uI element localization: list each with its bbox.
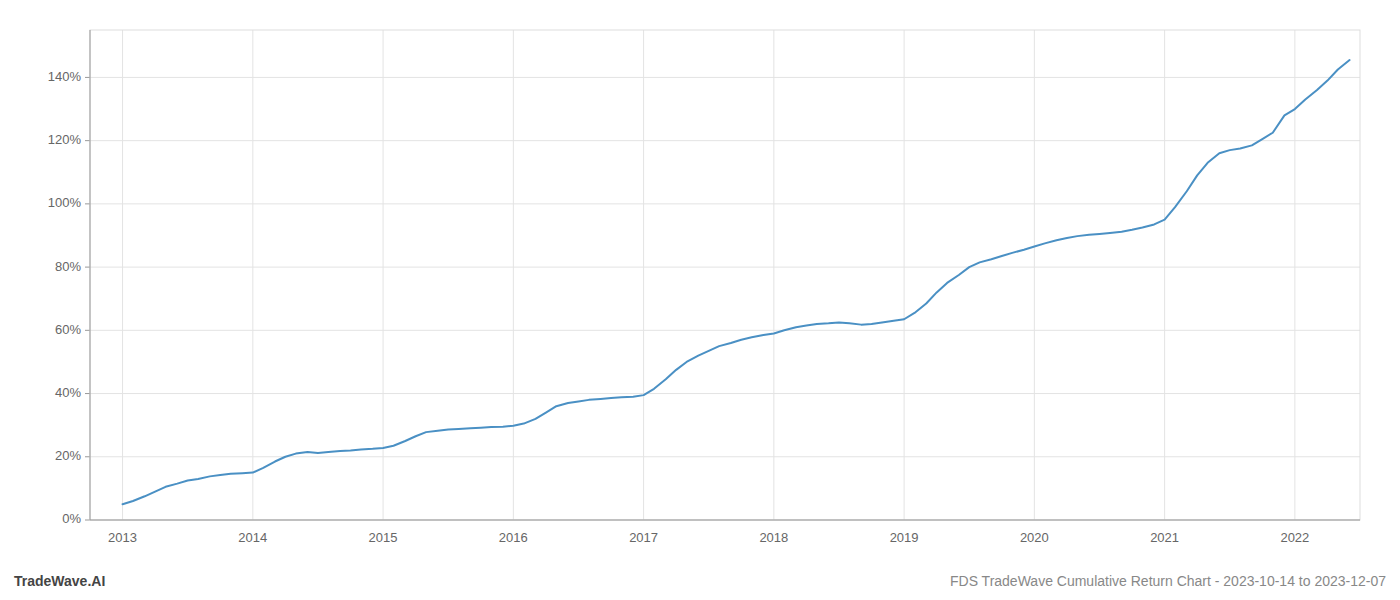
x-tick-label: 2020 [1020,530,1049,545]
x-axis-line [90,520,1360,521]
y-tick [85,267,90,268]
x-grid-line [904,30,905,520]
plot-frame [90,30,1360,520]
y-tick-label: 0% [62,511,81,526]
y-tick [85,393,90,394]
y-tick-label: 120% [48,132,82,147]
y-tick-label: 80% [55,259,81,274]
y-grid-line [90,140,1360,141]
x-tick-label: 2022 [1280,530,1309,545]
y-tick [85,330,90,331]
y-grid-line [90,393,1360,394]
y-grid-line [90,77,1360,78]
y-tick-label: 140% [48,69,82,84]
x-grid-line [513,30,514,520]
y-tick [85,520,90,521]
x-grid-line [383,30,384,520]
y-tick-label: 60% [55,322,81,337]
x-grid-line [122,30,123,520]
footer-right: FDS TradeWave Cumulative Return Chart - … [950,573,1386,589]
x-grid-line [1034,30,1035,520]
x-grid-line [773,30,774,520]
y-tick-label: 40% [55,385,81,400]
footer-left: TradeWave.AI [14,573,105,589]
x-tick-label: 2013 [108,530,137,545]
grid [90,30,1360,520]
data [123,60,1350,504]
y-grid-line [90,330,1360,331]
x-grid-line [1294,30,1295,520]
y-axis-line [90,30,91,520]
y-tick-label: 100% [48,195,82,210]
x-grid-line [1164,30,1165,520]
x-grid-line [252,30,253,520]
x-tick-label: 2018 [759,530,788,545]
x-tick-label: 2014 [238,530,267,545]
x-grid-line [643,30,644,520]
y-grid-line [90,203,1360,204]
x-tick-label: 2021 [1150,530,1179,545]
chart: 0% 20% 40% 60% 80% 100% 120% 140% 2013 2014 2015 20… [0,0,1400,600]
x-tick-label: 2017 [629,530,658,545]
y-tick [85,140,90,141]
y-tick [85,77,90,78]
x-tick-label: 2016 [499,530,528,545]
y-grid-line [90,456,1360,457]
axes: 0% 20% 40% 60% 80% 100% 120% 140% 2013 2014 2015 20… [48,30,1360,545]
background [0,0,1400,600]
line [123,60,1350,504]
y-grid-line [90,267,1360,268]
y-tick [85,203,90,204]
y-tick [85,456,90,457]
y-tick-label: 20% [55,448,81,463]
x-tick-label: 2015 [369,530,398,545]
x-tick-label: 2019 [890,530,919,545]
y-grid-line [90,520,1360,521]
